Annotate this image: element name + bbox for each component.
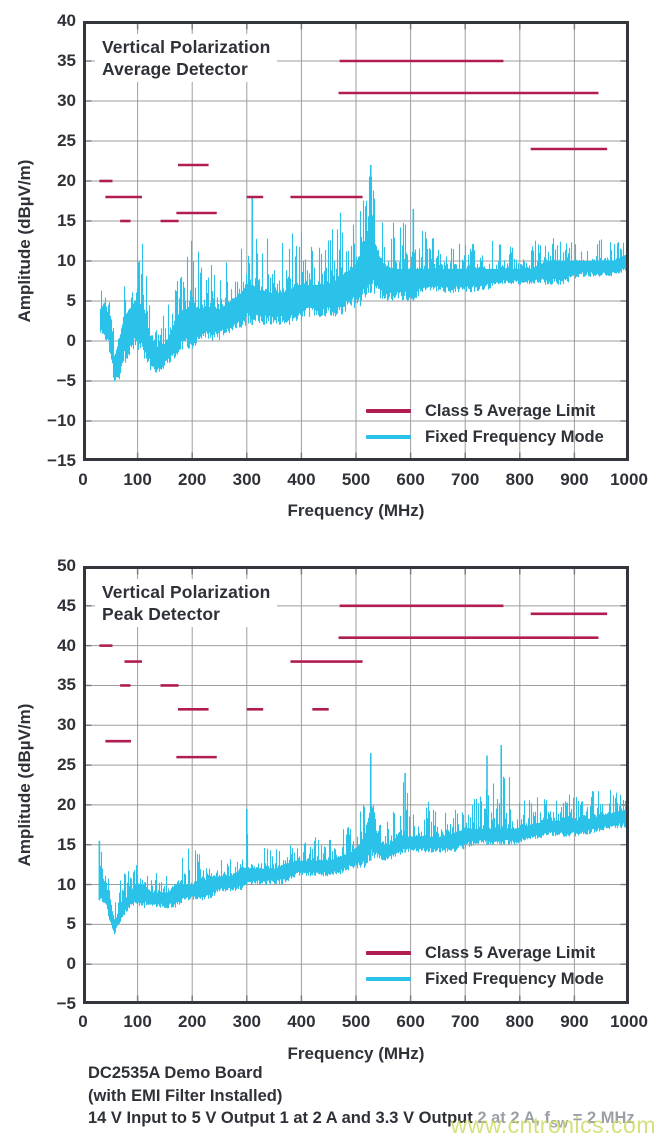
caption: DC2535A Demo Board (with EMI Filter Inst… xyxy=(88,1062,635,1136)
notable-peaks xyxy=(251,165,415,325)
x-tick-label: 600 xyxy=(396,1012,425,1031)
y-tick-label: 15 xyxy=(57,211,76,230)
emission-trace xyxy=(99,759,629,935)
x-tick-label: 0 xyxy=(78,1012,88,1031)
x-tick-label: 400 xyxy=(287,470,316,489)
legend-item: Class 5 Average Limit xyxy=(366,398,604,424)
watermark: www.cntronics.com xyxy=(450,1112,656,1138)
x-tick-label: 700 xyxy=(451,1012,480,1031)
x-tick-label: 100 xyxy=(123,1012,152,1031)
y-tick-label: 35 xyxy=(57,51,76,70)
x-tick-label: 800 xyxy=(505,1012,534,1031)
average-detector-plot-area xyxy=(83,21,629,461)
y-tick-label: −10 xyxy=(47,411,76,430)
trace-swatch xyxy=(366,977,411,981)
y-tick-label: 0 xyxy=(66,331,76,350)
x-tick-label: 900 xyxy=(560,470,589,489)
legend-label: Fixed Frequency Mode xyxy=(425,969,604,988)
x-tick-label: 200 xyxy=(178,1012,207,1031)
chart-title-line1: Vertical Polarization xyxy=(102,37,271,57)
trace-swatch xyxy=(366,435,411,439)
x-tick-label: 100 xyxy=(123,470,152,489)
limit-lines xyxy=(99,604,608,759)
legend-label: Fixed Frequency Mode xyxy=(425,427,604,446)
gridlines xyxy=(83,21,629,461)
x-tick-label: 1000 xyxy=(610,1012,648,1031)
peak-detector-plot-area xyxy=(83,566,629,1004)
x-tick-label: 800 xyxy=(505,470,534,489)
x-tick-label: 400 xyxy=(287,1012,316,1031)
y-tick-label: 20 xyxy=(57,171,76,190)
legend-label: Class 5 Average Limit xyxy=(425,943,596,962)
y-axis-title: Amplitude (dBµV/m) xyxy=(15,159,34,323)
y-tick-label: 10 xyxy=(57,251,76,270)
y-tick-label: −5 xyxy=(56,371,76,390)
y-tick-label: −15 xyxy=(47,451,76,470)
caption-line2: (with EMI Filter Installed) xyxy=(88,1086,283,1105)
legend-label: Class 5 Average Limit xyxy=(425,401,596,420)
average-chart-title: Vertical Polarization Average Detector xyxy=(95,34,278,82)
y-tick-label: 5 xyxy=(66,914,76,934)
peak-chart-legend: Class 5 Average Limit Fixed Frequency Mo… xyxy=(366,940,604,992)
y-axis-title: Amplitude (dBµV/m) xyxy=(15,703,34,867)
y-tick-label: 35 xyxy=(57,675,76,695)
chart-title-line1: Vertical Polarization xyxy=(102,582,271,602)
x-tick-label: 500 xyxy=(341,470,371,489)
y-tick-label: 20 xyxy=(57,794,76,814)
y-tick-label: 30 xyxy=(57,91,76,110)
y-tick-label: 10 xyxy=(57,874,76,894)
limit-line-swatch xyxy=(366,951,411,955)
x-tick-label: 900 xyxy=(560,1012,589,1031)
x-tick-label: 0 xyxy=(78,470,88,489)
caption-line3: 14 V Input to 5 V Output 1 at 2 A and 3.… xyxy=(88,1107,635,1136)
x-tick-label: 600 xyxy=(396,470,425,489)
caption-line3-gray: 2 at 2 A, fSW = 2 MHz xyxy=(477,1109,635,1131)
gridlines xyxy=(83,566,629,1004)
y-tick-label: 30 xyxy=(57,715,76,735)
average-chart-legend: Class 5 Average Limit Fixed Frequency Mo… xyxy=(366,398,604,450)
y-tick-label: 25 xyxy=(57,131,76,150)
axis-border xyxy=(83,566,629,1004)
y-tick-label: 25 xyxy=(57,755,76,775)
x-tick-label: 300 xyxy=(232,1012,261,1031)
y-tick-label: 45 xyxy=(57,595,76,615)
limit-line-swatch xyxy=(366,409,411,413)
notable-peaks xyxy=(98,745,503,901)
caption-line1: DC2535A Demo Board xyxy=(88,1064,263,1082)
x-tick-label: 500 xyxy=(341,1012,371,1031)
peak-chart-title: Vertical Polarization Peak Detector xyxy=(95,579,278,627)
y-tick-label: 5 xyxy=(66,291,76,310)
chart-title-line2: Average Detector xyxy=(102,59,248,79)
axis-border xyxy=(83,21,629,461)
caption-line3-dark: 14 V Input to 5 V Output 1 at 2 A and 3.… xyxy=(88,1109,478,1127)
y-tick-label: −5 xyxy=(56,994,76,1013)
y-tick-label: 50 xyxy=(57,556,76,575)
legend-item: Class 5 Average Limit xyxy=(366,940,604,966)
y-tick-label: 40 xyxy=(57,11,76,30)
x-tick-label: 1000 xyxy=(610,470,648,489)
x-tick-label: 200 xyxy=(178,470,207,489)
limit-lines xyxy=(99,59,608,223)
x-axis-title: Frequency (MHz) xyxy=(287,501,425,520)
chart-title-line2: Peak Detector xyxy=(102,604,221,624)
y-tick-label: 40 xyxy=(57,635,76,655)
x-axis-title: Frequency (MHz) xyxy=(287,1044,425,1063)
tick-marks xyxy=(84,22,628,460)
x-tick-label: 300 xyxy=(232,470,261,489)
x-tick-label: 700 xyxy=(451,470,480,489)
y-tick-label: 0 xyxy=(66,954,76,974)
emission-trace xyxy=(99,176,629,382)
legend-item: Fixed Frequency Mode xyxy=(366,966,604,992)
legend-item: Fixed Frequency Mode xyxy=(366,424,604,450)
y-tick-label: 15 xyxy=(57,834,76,854)
